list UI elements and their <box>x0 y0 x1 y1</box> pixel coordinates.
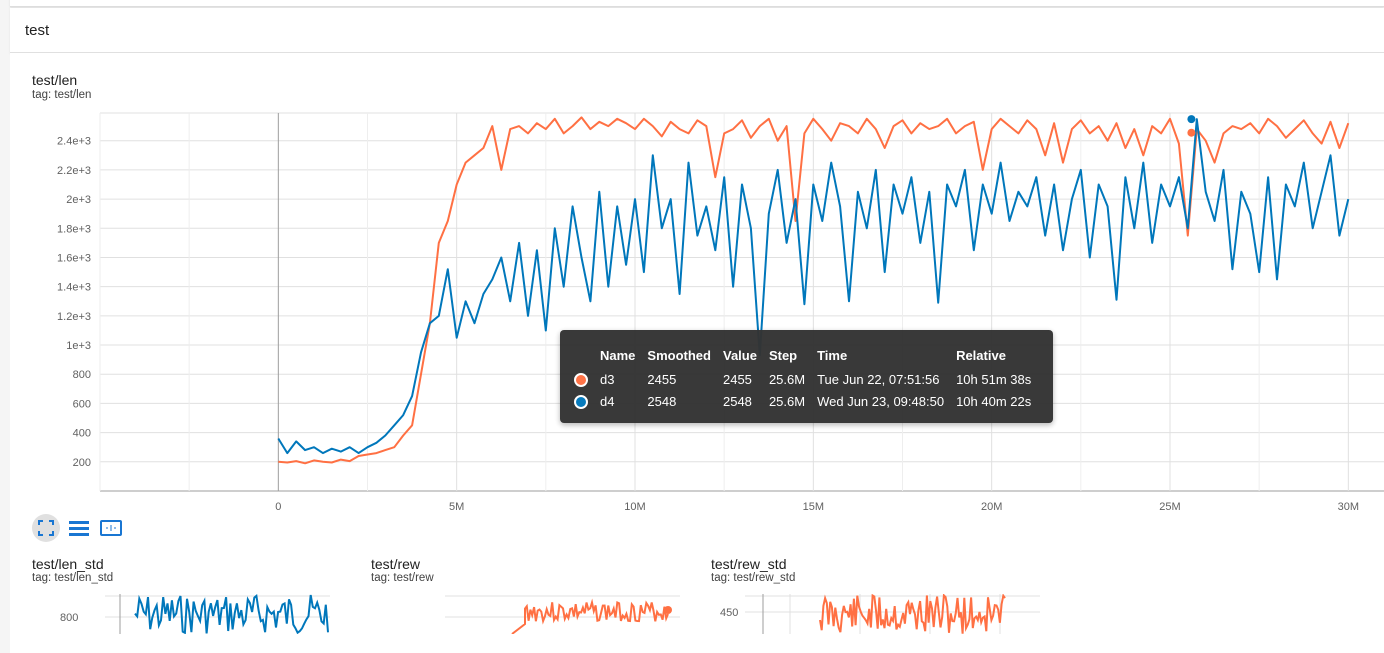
mini-ytick-1: 800 <box>60 612 78 624</box>
x-tick-label: 5M <box>449 501 464 513</box>
col-time: Time <box>817 348 848 363</box>
y-tick-label: 600 <box>73 398 91 410</box>
time: Wed Jun 23, 09:48:50 <box>817 394 945 409</box>
y-tick-label: 2e+3 <box>66 194 91 206</box>
mini-chart-1: 800 <box>60 594 330 634</box>
smoothed-value: 2548 <box>647 394 677 409</box>
tooltip-row: d3 2455 2455 25.6M Tue Jun 22, 07:51:56 … <box>574 369 1043 391</box>
list-icon <box>69 521 89 536</box>
x-tick-label: 15M <box>803 501 824 513</box>
toggle-log-button[interactable] <box>65 514 93 542</box>
y-tick-label: 1.4e+3 <box>57 282 91 294</box>
tooltip: Name Smoothed Value Step Time Relative d… <box>560 330 1053 423</box>
x-tick-label: 0 <box>275 501 281 513</box>
bottom-charts: 800 450 <box>60 594 1040 634</box>
y-tick-label: 1.8e+3 <box>57 223 91 235</box>
previous-card <box>10 0 1384 7</box>
bottom-chart-tag-1: tag: test/len_std <box>32 572 114 584</box>
mini-chart-2 <box>445 595 680 634</box>
bottom-chart-tag-2: tag: test/rew <box>371 572 434 584</box>
relative: 10h 51m 38s <box>956 372 1032 387</box>
col-value: Value <box>722 348 757 363</box>
step: 25.6M <box>768 372 806 387</box>
y-tick-label: 1.2e+3 <box>57 311 91 323</box>
mini-series-d3 <box>511 598 669 634</box>
hover-marker-d4 <box>1187 115 1196 124</box>
mini-chart-3: 450 <box>720 594 1040 634</box>
col-name: Name <box>600 348 636 363</box>
category-title: test <box>25 22 50 39</box>
col-smoothed: Smoothed <box>647 348 711 363</box>
y-tick-label: 2.2e+3 <box>57 165 91 177</box>
y-tick-label: 400 <box>73 428 91 440</box>
bottom-chart-tag-3: tag: test/rew_std <box>711 572 796 584</box>
tooltip-row: d4 2548 2548 25.6M Wed Jun 23, 09:48:50 … <box>574 391 1043 413</box>
value: 2548 <box>722 394 752 409</box>
y-tick-label: 2.4e+3 <box>57 136 91 148</box>
value: 2455 <box>722 372 752 387</box>
bottom-chart-title-1: test/len_std <box>32 556 104 572</box>
expand-button[interactable] <box>97 514 125 542</box>
chart-tag: tag: test/len <box>32 89 92 101</box>
mini-ytick-3: 450 <box>720 607 738 619</box>
hover-marker-d3 <box>1187 128 1196 137</box>
x-tick-label: 20M <box>981 501 1002 513</box>
mini-marker <box>664 606 672 614</box>
smoothed-value: 2455 <box>647 372 677 387</box>
col-relative: Relative <box>956 348 1006 363</box>
category-header[interactable]: test <box>10 8 1384 53</box>
bottom-chart-title-2: test/rew <box>371 556 421 572</box>
fit-domain-button[interactable] <box>32 514 60 542</box>
mini-series-d3 <box>819 594 1006 634</box>
x-tick-label: 25M <box>1159 501 1180 513</box>
relative: 10h 40m 22s <box>956 394 1032 409</box>
x-tick-label: 30M <box>1338 501 1359 513</box>
series-color-dot <box>574 373 588 388</box>
main-chart[interactable]: 200 400 600 800 1e+3 1.2e+3 1.4e+3 1.6e+3 1.8e+3… <box>0 0 1384 520</box>
col-step: Step <box>768 348 798 363</box>
chart-title: test/len <box>32 72 78 88</box>
y-tick-label: 1e+3 <box>66 340 91 352</box>
run-name: d4 <box>600 394 615 409</box>
series-line-d3 <box>278 116 1350 465</box>
series-color-dot <box>574 395 588 410</box>
bottom-chart-title-3: test/rew_std <box>711 556 787 572</box>
mini-series-d4 <box>134 594 329 634</box>
expand-icon <box>100 520 122 536</box>
run-name: d3 <box>600 372 615 387</box>
y-tick-label: 800 <box>73 369 91 381</box>
y-tick-label: 200 <box>73 457 91 469</box>
series-line-d4 <box>277 118 1350 455</box>
step: 25.6M <box>768 394 806 409</box>
fit-domain-icon <box>38 520 54 536</box>
x-tick-label: 10M <box>624 501 645 513</box>
y-tick-label: 1.6e+3 <box>57 252 91 264</box>
time: Tue Jun 22, 07:51:56 <box>817 372 940 387</box>
